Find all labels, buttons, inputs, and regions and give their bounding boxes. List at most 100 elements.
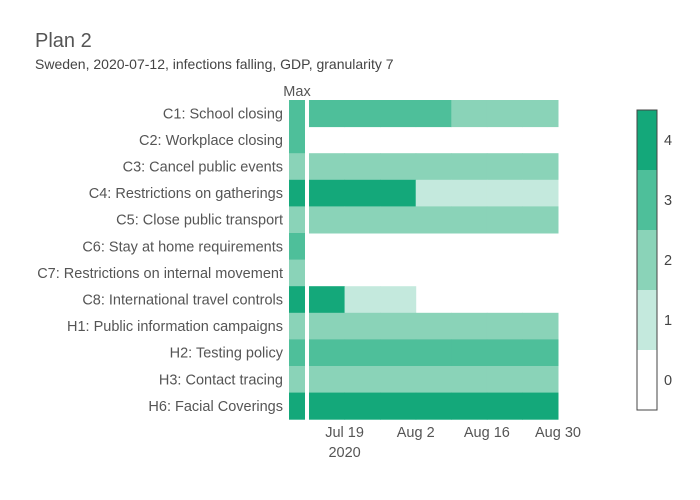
colorbar: 4 3 2 1 0 [636, 109, 672, 411]
chart-subtitle: Sweden, 2020-07-12, infections falling, … [35, 56, 394, 72]
colorbar-outline [636, 109, 658, 411]
heatmap-cell [451, 366, 488, 394]
heatmap-cell [415, 179, 452, 207]
heatmap-cell [522, 339, 559, 367]
max-column-label: Max [283, 84, 311, 100]
heatmap-cell [522, 312, 559, 340]
max-cell [289, 366, 305, 394]
heatmap-cell [380, 286, 417, 314]
x-axis-ticks: Jul 19 Aug 2 Aug 16 Aug 30 2020 [325, 425, 581, 461]
heatmap-cell [486, 366, 523, 394]
heatmap-cell [344, 100, 381, 128]
heatmap-cell [486, 100, 523, 128]
colorbar-tick-label: 2 [664, 253, 672, 269]
x-tick-label: Jul 19 [325, 425, 364, 441]
row-label: H6: Facial Coverings [148, 399, 283, 415]
heatmap-cell [522, 206, 559, 234]
max-cell [289, 312, 305, 340]
row-label: H3: Contact tracing [159, 372, 283, 388]
heatmap-cell [522, 100, 559, 128]
heatmap-cell [415, 366, 452, 394]
heatmap-cell [415, 392, 452, 420]
colorbar-tick-label: 3 [664, 193, 672, 209]
heatmap-cell [344, 153, 381, 181]
heatmap-cell [344, 392, 381, 420]
row-label: C1: School closing [163, 106, 283, 122]
heatmap-cell [486, 392, 523, 420]
colorbar-segment [637, 290, 657, 351]
heatmap-cell [344, 312, 381, 340]
max-cell [289, 153, 305, 181]
heatmap-cell [451, 392, 488, 420]
heatmap-cell [451, 179, 488, 207]
heatmap-cell [486, 312, 523, 340]
max-cell [289, 233, 305, 261]
heatmap-cell [380, 100, 417, 128]
heatmap-cell [486, 339, 523, 367]
max-cell [289, 339, 305, 367]
colorbar-segment [637, 110, 657, 171]
max-cell [289, 206, 305, 234]
colorbar-segment [637, 170, 657, 231]
heatmap-cell [380, 392, 417, 420]
heatmap-cell [522, 392, 559, 420]
heatmap-cell [344, 179, 381, 207]
row-label: C6: Stay at home requirements [82, 239, 283, 255]
heatmap-cell [309, 206, 346, 234]
x-year-label: 2020 [328, 445, 360, 461]
heatmap-cell [380, 153, 417, 181]
max-cell [289, 100, 305, 128]
heatmap-cell [486, 153, 523, 181]
row-label: C2: Workplace closing [139, 133, 283, 149]
row-label: H2: Testing policy [170, 346, 284, 362]
heatmap-cell [451, 312, 488, 340]
heatmap-cell [522, 179, 559, 207]
heatmap-cell [309, 100, 346, 128]
row-label: C4: Restrictions on gatherings [89, 186, 283, 202]
heatmap-cell [451, 206, 488, 234]
heatmap-cell [380, 339, 417, 367]
chart-title: Plan 2 [35, 30, 92, 52]
colorbar-tick-label: 4 [664, 133, 672, 149]
row-label: C7: Restrictions on internal movement [37, 266, 283, 282]
heatmap-cell [309, 339, 346, 367]
heatmap-cell [380, 366, 417, 394]
heatmap-cell [309, 366, 346, 394]
max-cell [289, 392, 305, 420]
x-tick-label: Aug 16 [464, 425, 510, 441]
x-tick-label: Aug 30 [535, 425, 581, 441]
heatmap-cell [344, 206, 381, 234]
max-column: Max [283, 84, 311, 420]
max-cell [289, 286, 305, 314]
row-label: C8: International travel controls [82, 293, 283, 309]
heatmap-cell [415, 100, 452, 128]
heatmap-cells [309, 100, 559, 420]
heatmap-cell [309, 153, 346, 181]
heatmap-cell [451, 100, 488, 128]
max-cell [289, 126, 305, 154]
heatmap-cell [309, 179, 346, 207]
heatmap-cell [380, 206, 417, 234]
max-cell [289, 259, 305, 287]
heatmap-cell [451, 339, 488, 367]
heatmap-cell [309, 392, 346, 420]
heatmap-cell [522, 153, 559, 181]
row-label: H1: Public information campaigns [67, 319, 283, 335]
heatmap-cell [486, 179, 523, 207]
heatmap-cell [344, 339, 381, 367]
heatmap-cell [415, 312, 452, 340]
colorbar-tick-label: 0 [664, 373, 672, 389]
heatmap-cell [486, 206, 523, 234]
colorbar-segment [637, 350, 657, 411]
heatmap-cell [309, 286, 346, 314]
row-labels: C1: School closing C2: Workplace closing C… [37, 106, 284, 415]
heatmap-cell [451, 153, 488, 181]
colorbar-tick-label: 1 [664, 313, 672, 329]
colorbar-segment [637, 230, 657, 291]
heatmap-cell [309, 312, 346, 340]
heatmap-cell [344, 366, 381, 394]
heatmap-cell [380, 312, 417, 340]
row-label: C5: Close public transport [116, 213, 283, 229]
x-tick-label: Aug 2 [397, 425, 435, 441]
